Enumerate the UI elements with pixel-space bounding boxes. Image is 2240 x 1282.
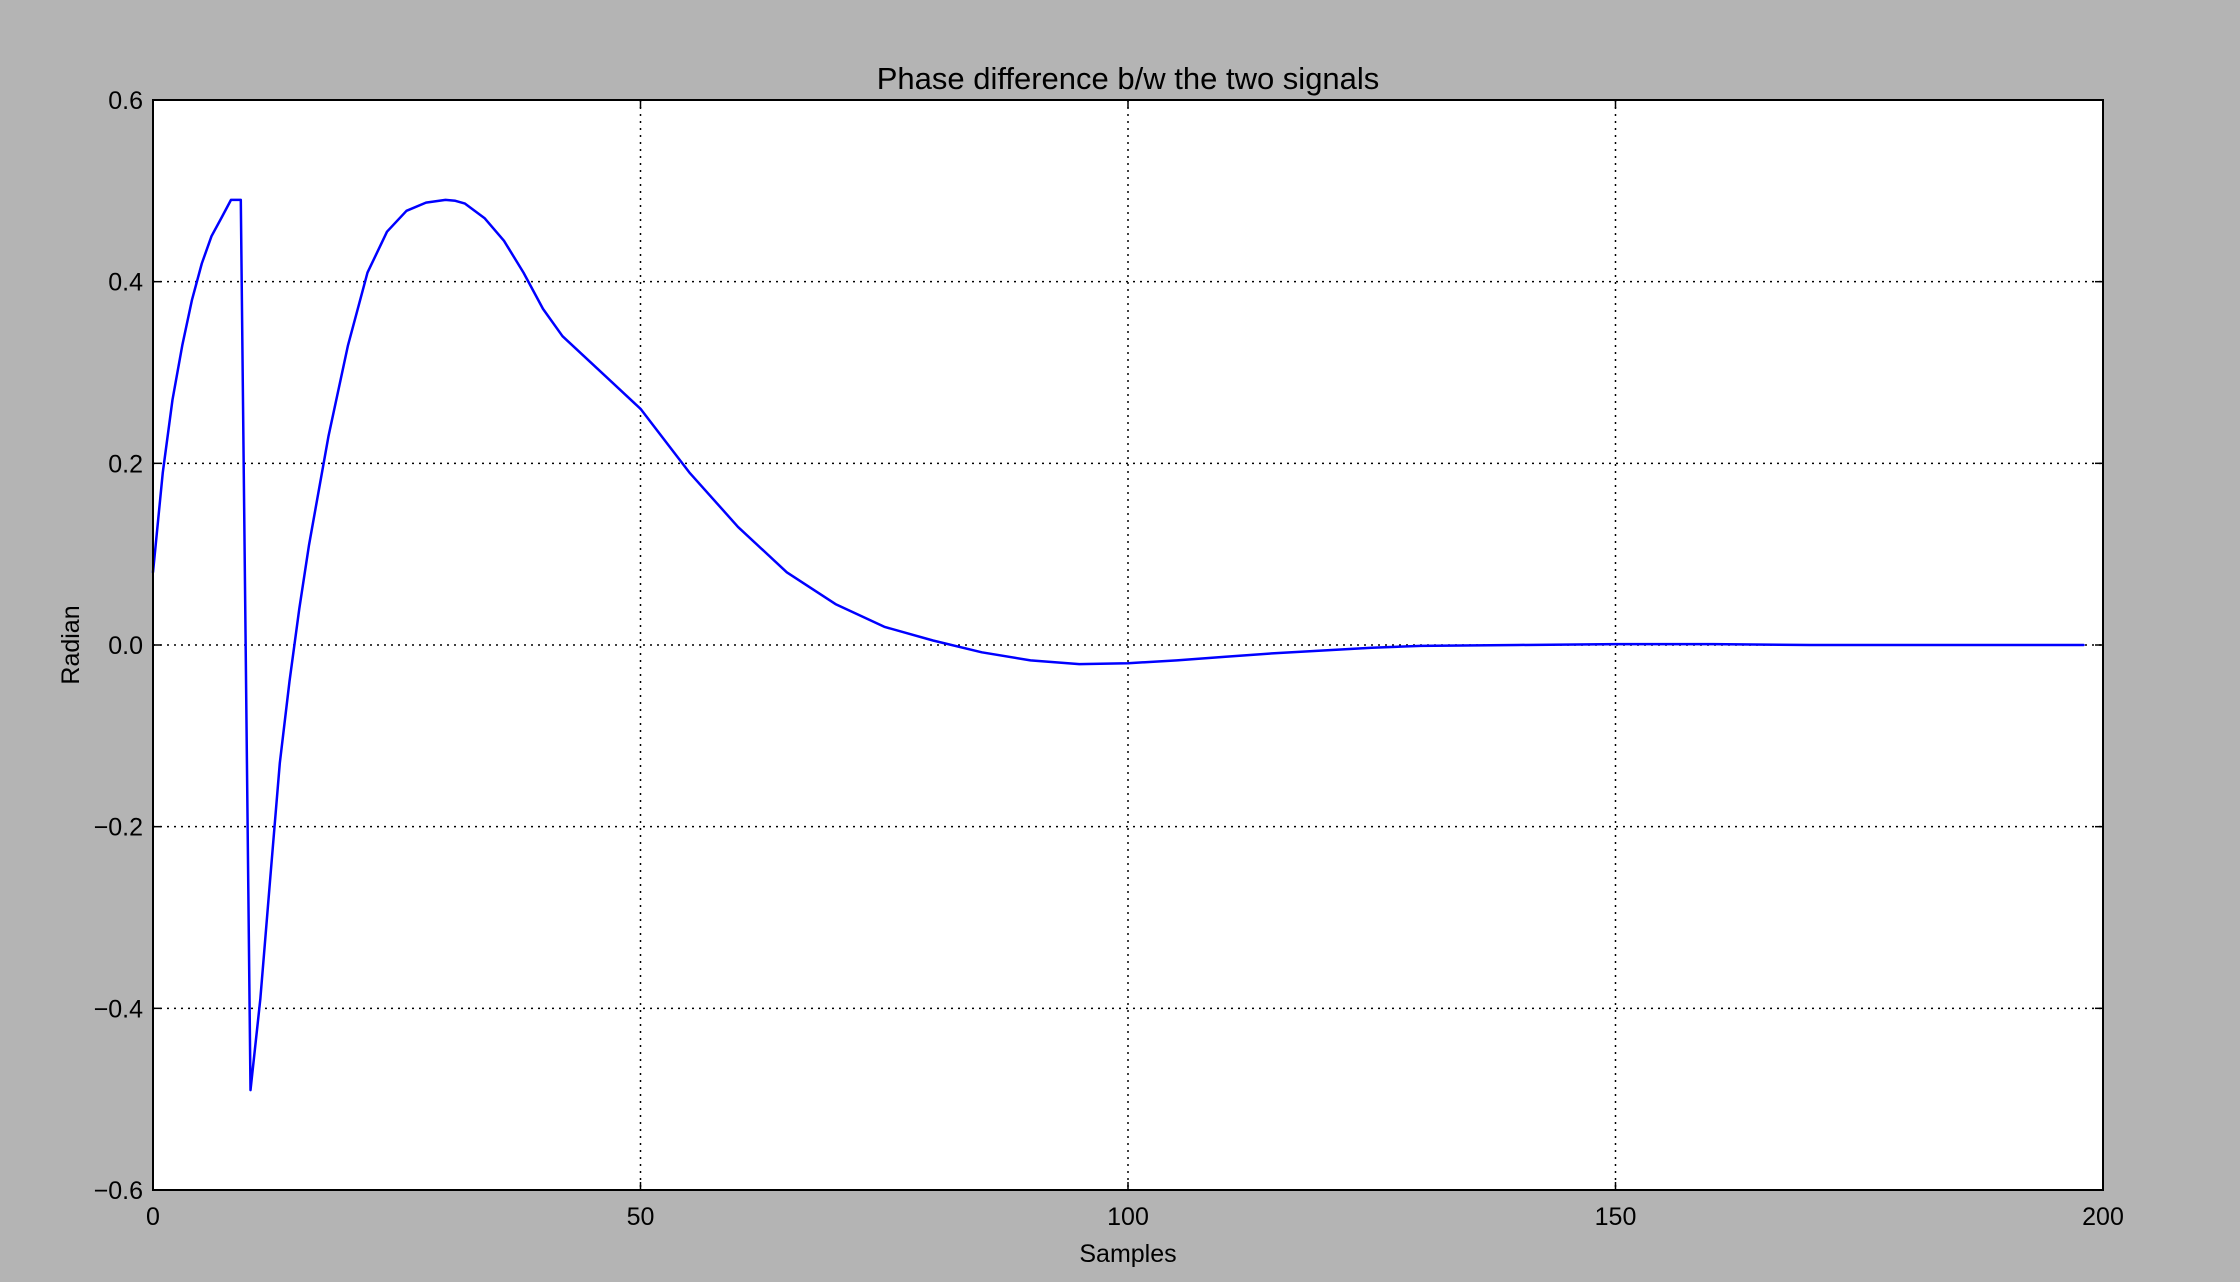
y-tick-label: 0.0 xyxy=(108,632,143,660)
x-tick-label: 0 xyxy=(146,1203,160,1231)
y-tick-label: −0.2 xyxy=(94,814,143,842)
x-tick-label: 50 xyxy=(627,1203,655,1231)
y-axis-label: Radian xyxy=(57,605,85,684)
y-tick-label: 0.4 xyxy=(108,269,143,297)
chart-title: Phase difference b/w the two signals xyxy=(877,61,1380,96)
y-tick-label: −0.4 xyxy=(94,995,143,1023)
axis-ticks: 0 50 100 150 200 −0.6 −0.4 −0.2 0.0 0.2 0.4 0.6 xyxy=(94,87,2124,1231)
series-line xyxy=(151,198,2085,1092)
y-tick-label: 0.6 xyxy=(108,87,143,115)
x-tick-label: 200 xyxy=(2082,1203,2124,1231)
series-layer xyxy=(151,198,2085,1092)
x-axis-label: Samples xyxy=(1079,1240,1176,1268)
y-tick-label: 0.2 xyxy=(108,450,143,478)
x-tick-label: 100 xyxy=(1107,1203,1149,1231)
y-tick-label: −0.6 xyxy=(94,1177,143,1205)
x-tick-label: 150 xyxy=(1595,1203,1637,1231)
